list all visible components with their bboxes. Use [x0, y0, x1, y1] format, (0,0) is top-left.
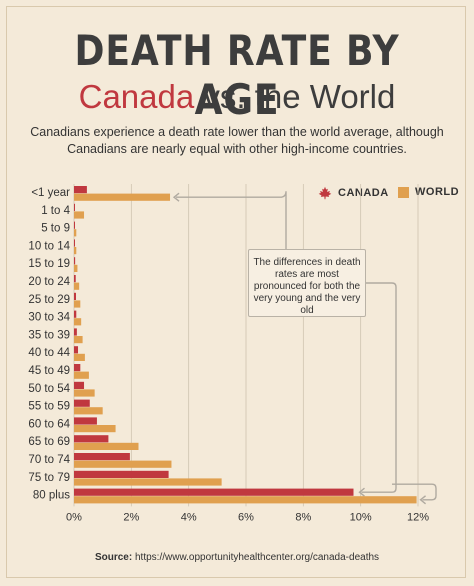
callout-arrow-top — [176, 191, 287, 249]
canada-bar — [74, 186, 87, 194]
canada-bar — [74, 239, 75, 247]
category-label: 60 to 64 — [28, 418, 70, 430]
canada-bar — [74, 470, 169, 478]
label-layer: <1 year 1 to 4 5 to 9 10 to 14 15 to 19 20 to… — [28, 187, 70, 502]
category-label: 75 to 79 — [28, 472, 70, 484]
canada-bar — [74, 310, 77, 318]
category-label: <1 year — [31, 187, 70, 199]
canada-bar — [74, 203, 75, 211]
category-label: 65 to 69 — [28, 436, 70, 448]
canada-bar — [74, 453, 130, 461]
x-tick-label: 12% — [407, 511, 429, 523]
arrowhead-icon — [358, 487, 365, 497]
subtitle-rest: vs. the World — [194, 78, 396, 115]
category-label: 20 to 24 — [28, 276, 70, 288]
source-url: https://www.opportunityhealthcenter.org/… — [134, 552, 380, 563]
legend-canada-label: CANADA — [338, 187, 389, 199]
world-bar — [74, 282, 80, 290]
callout-arrow-world — [392, 483, 437, 501]
world-bar — [74, 247, 77, 255]
legend-world-swatch — [398, 186, 409, 198]
bar-layer — [74, 186, 417, 504]
canada-bar — [74, 292, 77, 300]
canada-bar — [74, 257, 76, 265]
category-label: 50 to 54 — [28, 383, 70, 395]
canada-bar — [74, 488, 354, 496]
subtitle-canada: Canada — [78, 78, 195, 115]
world-bar — [74, 193, 171, 201]
x-tick-label: 8% — [295, 511, 311, 523]
category-label: 5 to 9 — [41, 223, 70, 235]
x-tick-label: 4% — [181, 511, 197, 523]
page-subtitle: Canada vs. the World — [0, 78, 474, 116]
source-line: Source: https://www.opportunityhealthcen… — [0, 552, 474, 563]
legend-world-label: WORLD — [415, 186, 460, 198]
frame-border — [6, 6, 466, 578]
arrow-layer — [172, 191, 437, 505]
callout-box: The differences in death rates are most … — [248, 249, 366, 317]
arrowhead-icon — [419, 495, 427, 505]
grid-layer — [73, 184, 419, 507]
maple-leaf-icon — [318, 186, 332, 200]
canada-bar — [74, 364, 81, 372]
category-label: 80 plus — [33, 490, 70, 502]
legend-world: WORLD — [398, 186, 459, 198]
world-bar — [74, 300, 81, 308]
canada-bar — [74, 221, 75, 229]
tick-layer: 0% 2% 4% 6% 8% 10% 12% — [66, 511, 429, 523]
category-label: 55 to 59 — [28, 401, 70, 413]
category-label: 15 to 19 — [28, 258, 70, 270]
world-bar — [74, 425, 116, 433]
world-bar — [74, 389, 95, 397]
x-tick-label: 10% — [350, 511, 372, 523]
legend-canada: CANADA — [318, 186, 389, 200]
page-title: DEATH RATE BY AGE — [74, 26, 400, 124]
world-bar — [74, 442, 139, 450]
callout-arrow-bottom — [361, 282, 397, 493]
world-bar — [74, 353, 85, 361]
category-label: 35 to 39 — [28, 329, 70, 341]
canada-bar — [74, 346, 79, 354]
category-label: 30 to 34 — [28, 312, 70, 324]
x-tick-label: 0% — [66, 511, 82, 523]
category-label: 10 to 14 — [28, 240, 70, 252]
category-label: 70 to 74 — [28, 454, 70, 466]
source-label: Source: — [94, 552, 133, 563]
world-bar — [74, 371, 89, 379]
world-bar — [74, 478, 222, 486]
canada-bar — [74, 435, 109, 443]
category-label: 45 to 49 — [28, 365, 70, 377]
world-bar — [74, 496, 417, 504]
canada-bar — [74, 381, 85, 389]
x-tick-label: 2% — [123, 511, 139, 523]
world-bar — [74, 336, 83, 344]
world-bar — [74, 264, 78, 272]
world-bar — [74, 460, 172, 468]
category-label: 1 to 4 — [41, 205, 70, 217]
canada-bar — [74, 417, 97, 425]
canada-bar — [74, 328, 77, 336]
arrowhead-icon — [172, 192, 180, 202]
category-label: 25 to 29 — [28, 294, 70, 306]
world-bar — [74, 318, 82, 326]
world-bar — [74, 211, 85, 219]
x-tick-label: 6% — [238, 511, 254, 523]
world-bar — [74, 229, 77, 237]
canada-bar — [74, 399, 90, 407]
world-bar — [74, 407, 103, 415]
canada-bar — [74, 275, 76, 283]
intro-text: Canadians experience a death rate lower … — [30, 125, 444, 156]
category-label: 40 to 44 — [28, 347, 70, 359]
